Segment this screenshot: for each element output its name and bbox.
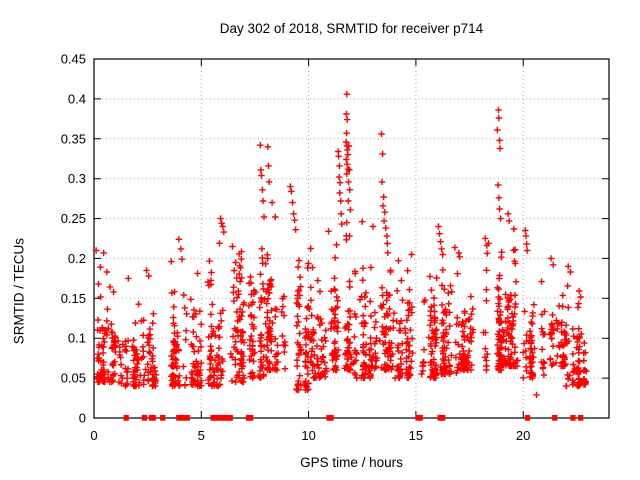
zero-flag-square xyxy=(221,414,228,421)
x-tick-label: 5 xyxy=(198,428,205,443)
zero-flag-square xyxy=(578,414,584,421)
zero-flag-square xyxy=(150,414,156,421)
y-tick-label: 0.4 xyxy=(68,91,86,106)
zero-flag-square xyxy=(248,414,254,421)
zero-flag-square xyxy=(224,414,231,421)
zero-flag-square xyxy=(210,414,216,421)
y-tick-label: 0 xyxy=(79,411,86,426)
y-tick-label: 0.35 xyxy=(61,131,86,146)
y-tick-label: 0.1 xyxy=(68,331,86,346)
y-tick-label: 0.2 xyxy=(68,251,86,266)
y-tick-label: 0.45 xyxy=(61,52,86,67)
zero-flag-square xyxy=(440,414,446,421)
zero-flag-square xyxy=(570,414,576,421)
y-tick-label: 0.25 xyxy=(61,211,86,226)
zero-flag-square xyxy=(218,414,224,421)
x-tick-label: 10 xyxy=(301,428,315,443)
zero-flag-square xyxy=(417,414,423,421)
x-axis-title: GPS time / hours xyxy=(300,455,403,470)
zero-flag-square xyxy=(123,414,129,421)
series-zero-flag-squares xyxy=(123,414,584,421)
y-tick-label: 0.05 xyxy=(61,371,86,386)
x-tick-label: 15 xyxy=(409,428,423,443)
series-srmtid-plus-markers xyxy=(92,90,590,399)
zero-flag-square xyxy=(176,414,182,421)
x-tick-label: 20 xyxy=(516,428,530,443)
zero-flag-square xyxy=(328,414,334,421)
zero-flag-square xyxy=(552,414,558,421)
zero-flag-square xyxy=(179,414,185,421)
y-tick-label: 0.15 xyxy=(61,291,86,306)
zero-flag-square xyxy=(524,414,531,421)
zero-flag-square xyxy=(160,414,166,421)
zero-flag-square xyxy=(227,414,233,421)
zero-flag-square xyxy=(213,414,219,421)
chart-title: Day 302 of 2018, SRMTID for receiver p71… xyxy=(219,21,484,36)
x-tick-label: 0 xyxy=(90,428,97,443)
zero-flag-square xyxy=(184,414,190,421)
zero-flag-square xyxy=(141,414,147,421)
y-tick-label: 0.3 xyxy=(68,171,86,186)
plot-border xyxy=(93,58,610,419)
